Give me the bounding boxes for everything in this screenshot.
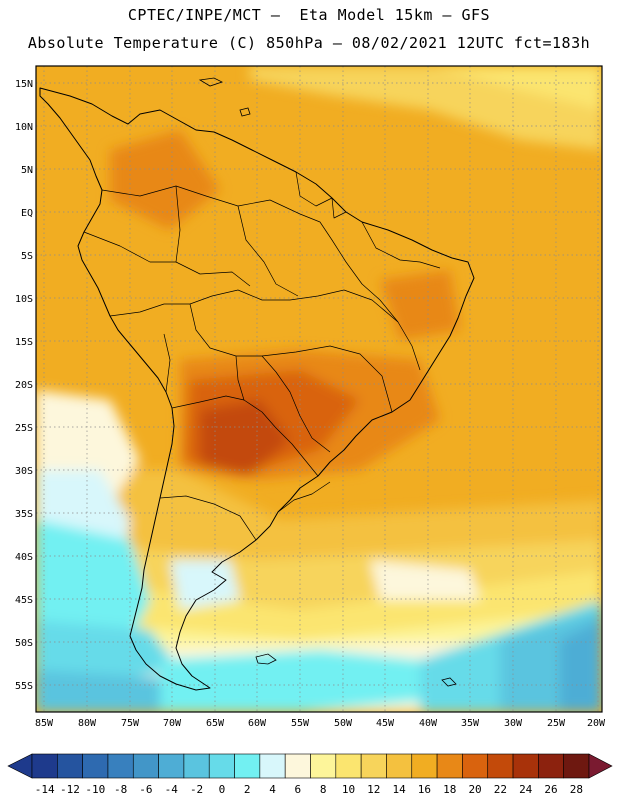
lon-label: 30W [504,718,523,729]
colorbar-swatch [360,753,387,779]
colorbar-swatch [31,753,58,779]
lon-label: 25W [547,718,566,729]
lon-label: 45W [376,718,395,729]
colorbar-swatch [335,753,362,779]
lon-label: 20W [587,718,606,729]
colorbar-label: 12 [367,783,380,796]
colorbar-swatch [208,753,235,779]
colorbar-label: 16 [418,783,431,796]
colorbar-label: 0 [219,783,226,796]
colorbar: -14 -12 -10 -8 -6 -4 -2 0 2 4 6 8 10 12 14 16 18 20 22 24 26… [7,753,613,796]
colorbar-label: 28 [570,783,583,796]
map-frame [35,65,603,713]
colorbar-swatch [512,753,539,779]
lat-label: 10N [15,122,33,133]
colorbar-swatch [234,753,261,779]
colorbar-swatch [411,753,438,779]
lat-label: 20S [15,380,33,391]
colorbar-label: 14 [392,783,406,796]
islands [198,77,457,687]
colorbar-label: -12 [60,783,80,796]
lat-label: 35S [15,509,33,520]
lat-label: 25S [15,423,33,434]
colorbar-swatch [82,753,109,779]
colorbar-swatch [436,753,463,779]
colorbar-swatch [538,753,564,779]
lon-label: 75W [121,718,140,729]
temperature-field [36,66,602,712]
colorbar-swatch [259,753,286,779]
colorbar-label: -6 [139,783,152,796]
colorbar-label: -14 [35,783,55,796]
lat-label: 45S [15,595,33,606]
colorbar-swatch [386,753,413,779]
lat-label: 30S [15,466,33,477]
colorbar-label: -8 [114,783,127,796]
colorbar-label: 8 [320,783,327,796]
lat-label: 5N [21,165,33,176]
country-borders [83,171,441,541]
colorbar-label: 26 [544,783,557,796]
colorbar-swatch [107,753,134,779]
lat-label: 10S [15,294,33,305]
colorbar-swatch [310,753,337,779]
lat-label: EQ [21,208,33,219]
colorbar-label: 22 [494,783,507,796]
map-title-line1: CPTEC/INPE/MCT – Eta Model 15km – GFS [127,6,491,24]
colorbar-swatch [284,753,311,779]
colorbar-swatch [183,753,210,779]
lon-label: 60W [248,718,267,729]
colorbar-swatch [563,753,590,779]
lon-label: 35W [461,718,480,729]
colorbar-label: 10 [342,783,355,796]
colorbar-label: -10 [85,783,105,796]
lon-label: 70W [163,718,182,729]
colorbar-swatch [57,753,83,779]
lon-label: 65W [206,718,225,729]
colorbar-label: 2 [244,783,251,796]
map-title-line2: Absolute Temperature (C) 850hPa – 08/02/… [27,34,591,52]
lon-label: 50W [334,718,353,729]
colorbar-label: 6 [295,783,302,796]
lon-label: 40W [419,718,438,729]
colorbar-swatch [487,753,514,779]
lon-label: 55W [291,718,310,729]
latitude-labels: 15N 10N 5N EQ 5S 10S 15S 20S 25S 30S 35S… [15,79,33,692]
lon-label: 85W [35,718,54,729]
lat-label: 55S [15,681,33,692]
colorbar-swatch [132,753,159,779]
lat-label: 50S [15,638,33,649]
lat-label: 40S [15,552,33,563]
lat-label: 15S [15,337,33,348]
colorbar-low-arrow [7,753,33,779]
colorbar-label: 24 [519,783,533,796]
colorbar-label: 18 [443,783,456,796]
lat-label: 15N [15,79,33,90]
colorbar-swatch [462,753,489,779]
colorbar-label: 20 [468,783,481,796]
lon-label: 80W [78,718,97,729]
colorbar-label: 4 [269,783,276,796]
longitude-labels: 85W 80W 75W 70W 65W 60W 55W 50W 45W 40W … [35,718,606,729]
colorbar-high-arrow [588,753,613,779]
colorbar-label: -4 [165,783,179,796]
lat-label: 5S [21,251,33,262]
colorbar-swatch [158,753,185,779]
colorbar-label: -2 [190,783,203,796]
